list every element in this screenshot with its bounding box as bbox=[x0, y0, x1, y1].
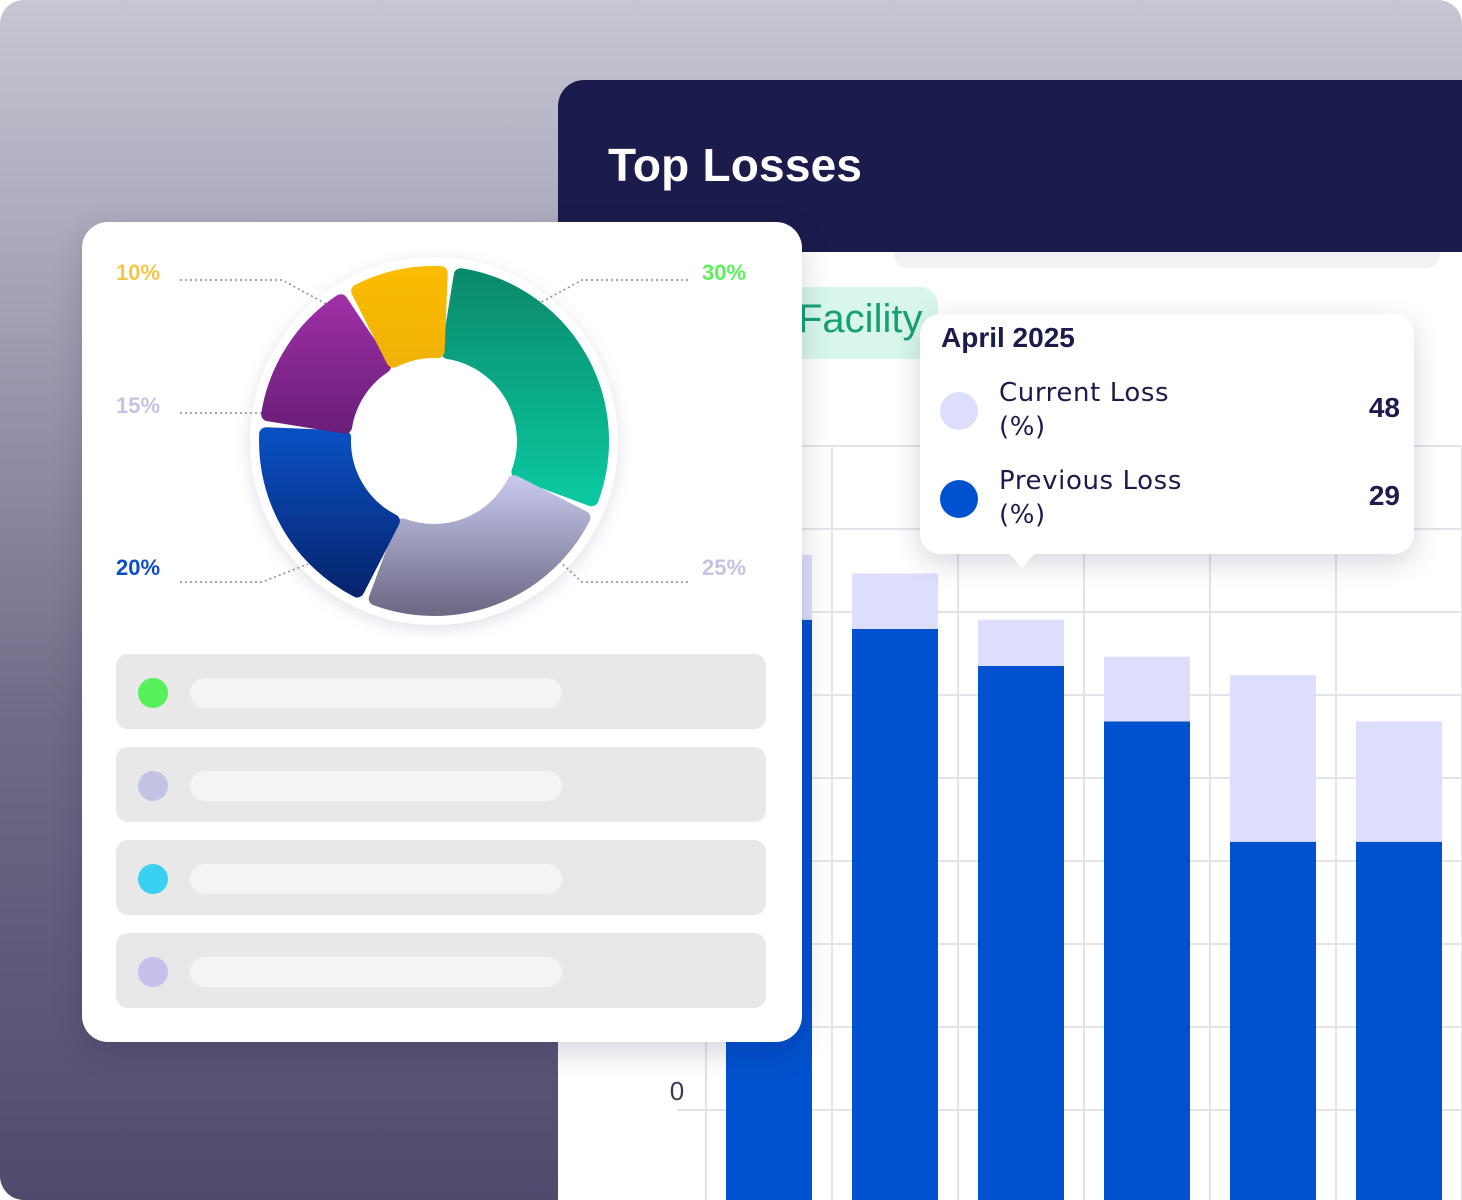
legend-placeholder-bar bbox=[190, 678, 562, 708]
legend-row[interactable] bbox=[116, 840, 766, 915]
leader-line bbox=[557, 559, 688, 583]
bar-previous-loss bbox=[978, 666, 1064, 1200]
bar-current-loss bbox=[852, 573, 938, 629]
leader-line bbox=[537, 279, 688, 305]
donut-slice bbox=[261, 294, 392, 434]
bar-previous-loss bbox=[1230, 841, 1316, 1200]
legend-dot-icon bbox=[138, 864, 168, 894]
tooltip-arrow bbox=[1008, 552, 1036, 568]
donut-slices bbox=[259, 266, 609, 616]
slice-percent-label: 15% bbox=[116, 393, 161, 418]
bar-previous-loss bbox=[1104, 721, 1190, 1200]
slice-percent-label: 10% bbox=[116, 260, 161, 285]
legend-placeholder-bar bbox=[190, 771, 562, 801]
leader-line bbox=[180, 563, 309, 583]
donut-chart bbox=[180, 257, 688, 625]
donut-card: 30% 25% 20% 15% 10% bbox=[82, 222, 802, 1042]
header-shelf bbox=[894, 252, 1440, 268]
legend-dot-icon bbox=[138, 678, 168, 708]
tooltip-row-previous: Previous Loss (%) 29 bbox=[940, 464, 1400, 534]
y-tick-label: 0 bbox=[670, 1076, 684, 1106]
donut-slice bbox=[368, 475, 591, 616]
donut-slice bbox=[351, 266, 448, 368]
card-title: Top Losses bbox=[608, 139, 863, 191]
legend-row[interactable] bbox=[116, 747, 766, 822]
legend-row[interactable] bbox=[116, 933, 766, 1008]
tooltip-title: April 2025 bbox=[941, 322, 1075, 353]
bar-current-loss bbox=[978, 619, 1064, 666]
slice-percent-label: 30% bbox=[702, 260, 747, 285]
tooltip-row-label: Current Loss (%) bbox=[999, 378, 1170, 442]
tooltip-row-current: Current Loss (%) 48 bbox=[940, 376, 1400, 446]
leader-line bbox=[180, 279, 331, 307]
bar-current-loss bbox=[1104, 656, 1190, 722]
bar-previous-loss bbox=[852, 629, 938, 1200]
bar-current-loss bbox=[1356, 721, 1442, 842]
leader-lines bbox=[180, 279, 688, 583]
previous-loss-dot-icon bbox=[940, 480, 978, 518]
tooltip-row-value: 48 bbox=[1368, 392, 1400, 423]
slice-percent-label: 20% bbox=[116, 555, 161, 580]
donut-slice bbox=[441, 268, 609, 507]
tooltip-row-label: Previous Loss (%) bbox=[999, 466, 1182, 530]
legend-dot-icon bbox=[138, 771, 168, 801]
chart-tooltip: April 2025 Current Loss (%) 48 Previous … bbox=[920, 314, 1414, 568]
bar-previous-loss bbox=[1356, 841, 1442, 1200]
bar-current-loss bbox=[1230, 675, 1316, 842]
donut-slice bbox=[259, 427, 400, 598]
slice-percent-label: 25% bbox=[702, 555, 747, 580]
legend-dot-icon bbox=[138, 957, 168, 987]
legend-placeholder-bar bbox=[190, 957, 562, 987]
legend-row[interactable] bbox=[116, 654, 766, 729]
current-loss-dot-icon bbox=[940, 392, 978, 430]
legend-placeholder-bar bbox=[190, 864, 562, 894]
facility-chip-label: Facility bbox=[798, 297, 923, 341]
tooltip-row-value: 29 bbox=[1368, 480, 1400, 511]
